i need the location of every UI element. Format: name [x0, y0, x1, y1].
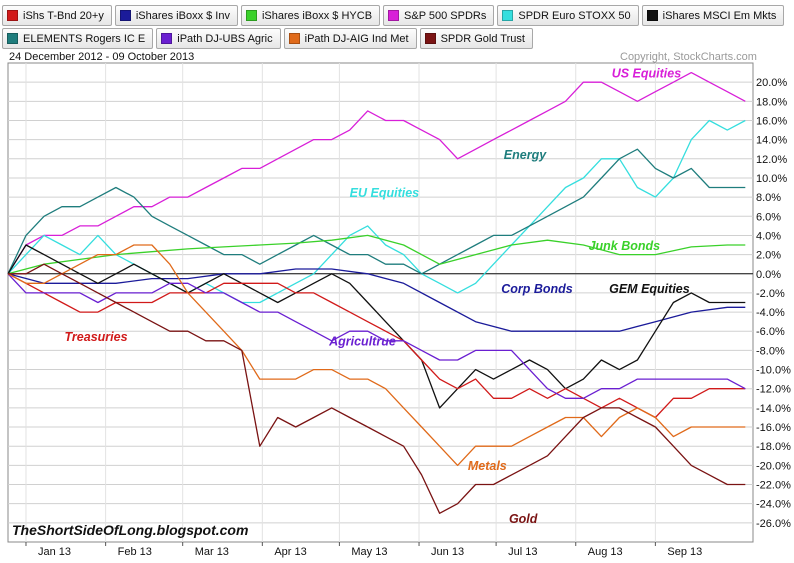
y-tick-label: 10.0%: [756, 173, 787, 185]
y-tick-label: -24.0%: [756, 499, 791, 511]
x-tick-label: Feb 13: [118, 546, 152, 558]
annotation-label: Junk Bonds: [589, 239, 661, 253]
x-axis-ticks: Jan 13 Feb 13 Mar 13 Apr 13 May 13 Jun 13 Jul …: [25, 542, 702, 558]
legend-swatch: [119, 10, 131, 21]
x-tick-label: May 13: [351, 546, 387, 558]
annotation-label: Agricultrue: [328, 335, 396, 349]
series-line-ishares-iboxx-hycb: [7, 234, 746, 275]
y-tick-label: -14.0%: [756, 403, 791, 415]
legend-label: SPDR Euro STOXX 50: [518, 9, 631, 22]
y-tick-label: 14.0%: [756, 135, 787, 147]
legend-label: S&P 500 SPDRs: [404, 9, 487, 22]
y-tick-label: -22.0%: [756, 480, 791, 492]
legend-item-aig-ind-met[interactable]: iPath DJ-AIG Ind Met: [283, 28, 417, 49]
legend-label: iPath DJ-UBS Agric: [177, 32, 273, 45]
y-tick-label: -20.0%: [756, 460, 791, 472]
legend-item-ubs-agric[interactable]: iPath DJ-UBS Agric: [156, 28, 281, 49]
date-range: 24 December 2012 - 09 October 2013: [9, 51, 195, 63]
legend-swatch: [646, 10, 658, 21]
series-line-ishares-iboxx-inv: [7, 268, 746, 332]
y-tick-label: -26.0%: [756, 518, 791, 530]
series-line-ipath-dj-aig-ind-met: [7, 244, 746, 467]
grid: [8, 63, 753, 542]
legend-item-msci-em[interactable]: iShares MSCI Em Mkts: [641, 5, 785, 26]
y-tick-label: -6.0%: [756, 326, 785, 338]
y-tick-label: -12.0%: [756, 384, 791, 396]
watermark: TheShortSideOfLong.blogspot.com: [12, 522, 248, 538]
legend-label: iShs T-Bnd 20+y: [23, 9, 104, 22]
series-line-ipath-dj-ubs-agric: [7, 273, 746, 399]
x-tick-label: Aug 13: [588, 546, 623, 558]
legend-item-gold-trust[interactable]: SPDR Gold Trust: [419, 28, 533, 49]
legend-swatch: [388, 10, 400, 21]
series-line-elements-rogers-ic-e: [7, 148, 746, 275]
annotation-label: Energy: [504, 148, 547, 162]
legend-label: ELEMENTS Rogers IC E: [23, 32, 146, 45]
annotations: US Equities Energy EU Equities Junk Bonds Co…: [65, 66, 690, 525]
copyright-notice: Copyright, StockCharts.com: [620, 51, 757, 63]
y-tick-label: 8.0%: [756, 192, 781, 204]
legend-row-1: iShs T-Bnd 20+y iShares iBoxx $ Inv iSha…: [2, 5, 785, 26]
annotation-label: Metals: [468, 459, 507, 473]
series-line-spdr-euro-stoxx-50: [7, 119, 746, 304]
annotation-label: EU Equities: [350, 186, 420, 200]
legend-item-rogers-energy[interactable]: ELEMENTS Rogers IC E: [2, 28, 154, 49]
legend-label: iShares iBoxx $ HYCB: [261, 9, 373, 22]
legend-label: iShares iBoxx $ Inv: [135, 9, 230, 22]
y-tick-label: 6.0%: [756, 211, 781, 223]
series-lines: [7, 71, 746, 514]
legend-swatch: [502, 10, 514, 21]
series-line-spdr-gold-trust: [8, 263, 746, 514]
annotation-label: GEM Equities: [609, 282, 690, 296]
legend-label: iShares MSCI Em Mkts: [662, 9, 777, 22]
x-tick-label: Jan 13: [38, 546, 71, 558]
x-tick-label: Mar 13: [195, 546, 229, 558]
legend-item-eurostoxx[interactable]: SPDR Euro STOXX 50: [497, 5, 639, 26]
y-tick-label: 4.0%: [756, 230, 781, 242]
x-tick-label: Sep 13: [667, 546, 702, 558]
y-tick-label: 20.0%: [756, 77, 787, 89]
annotation-label: Corp Bonds: [501, 282, 573, 296]
legend-swatch: [7, 33, 18, 44]
y-tick-label: -18.0%: [756, 441, 791, 453]
series-line-ishares-msci-em-mkts: [7, 244, 746, 409]
legend-item-iboxx-hycb[interactable]: iShares iBoxx $ HYCB: [240, 5, 381, 26]
y-tick-label: 18.0%: [756, 96, 787, 108]
legend-swatch: [245, 10, 257, 21]
y-tick-label: -2.0%: [756, 288, 785, 300]
annotation-label: Treasuries: [65, 330, 128, 344]
y-tick-label: -8.0%: [756, 345, 785, 357]
y-tick-label: -4.0%: [756, 307, 785, 319]
series-line-s-p-500-spdrs: [7, 71, 746, 275]
legend-swatch: [288, 33, 300, 44]
annotation-label: US Equities: [612, 66, 682, 80]
legend-swatch: [7, 10, 18, 21]
legend-swatch: [161, 33, 173, 44]
y-tick-label: 12.0%: [756, 154, 787, 166]
legend-swatch: [424, 33, 436, 44]
legend-item-sp500[interactable]: S&P 500 SPDRs: [383, 5, 495, 26]
y-tick-label: -10.0%: [756, 365, 791, 377]
x-tick-label: Apr 13: [274, 546, 306, 558]
legend-label: SPDR Gold Trust: [440, 32, 525, 45]
legend-item-tbond[interactable]: iShs T-Bnd 20+y: [2, 5, 112, 26]
y-axis-ticks: 20.0% 18.0% 16.0% 14.0% 12.0% 10.0% 8.0% 6.0% 4.…: [756, 77, 791, 530]
annotation-label: Gold: [509, 512, 538, 526]
y-tick-label: 2.0%: [756, 250, 781, 262]
series-line-ishs-t-bnd-20-y: [7, 273, 746, 419]
legend-label: iPath DJ-AIG Ind Met: [304, 32, 409, 45]
y-tick-label: 16.0%: [756, 115, 787, 127]
legend-row-2: ELEMENTS Rogers IC E iPath DJ-UBS Agric …: [2, 28, 533, 49]
y-tick-label: -16.0%: [756, 422, 791, 434]
x-tick-label: Jun 13: [431, 546, 464, 558]
y-tick-label: 0.0%: [756, 269, 781, 281]
x-tick-label: Jul 13: [508, 546, 537, 558]
legend-item-iboxx-inv[interactable]: iShares iBoxx $ Inv: [114, 5, 238, 26]
